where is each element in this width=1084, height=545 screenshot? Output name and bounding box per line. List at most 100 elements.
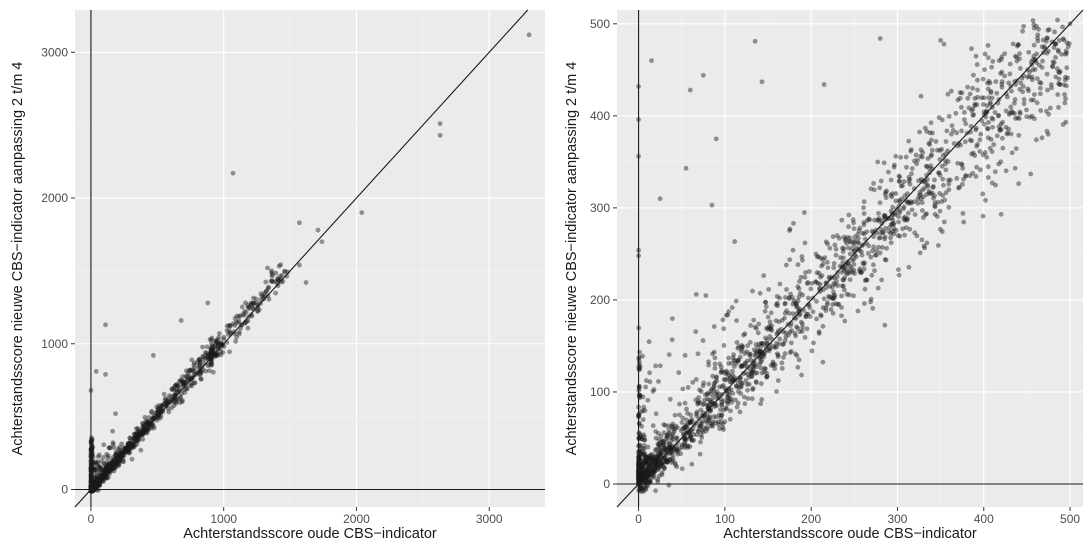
data-point: [150, 420, 155, 426]
data-point: [93, 483, 98, 488]
data-point: [717, 426, 723, 432]
data-point: [795, 325, 801, 331]
data-point: [835, 302, 841, 307]
data-point: [996, 58, 1002, 64]
data-point: [1017, 51, 1022, 57]
data-point: [670, 455, 676, 461]
data-point: [105, 463, 110, 469]
data-point: [91, 485, 97, 491]
data-point: [860, 230, 866, 236]
data-point: [823, 305, 829, 311]
data-point: [636, 421, 642, 427]
data-point: [896, 214, 901, 220]
data-point: [651, 458, 657, 464]
data-point: [706, 418, 712, 423]
data-point: [783, 330, 789, 336]
data-point: [656, 437, 662, 443]
data-point: [683, 427, 688, 433]
outlier-point: [296, 220, 302, 226]
data-point: [637, 452, 643, 458]
data-point: [935, 147, 940, 153]
data-point: [94, 478, 100, 484]
data-point: [726, 392, 732, 398]
data-point: [882, 257, 888, 262]
data-point: [208, 350, 214, 355]
data-point: [100, 478, 106, 484]
data-point: [173, 401, 179, 406]
data-point: [669, 433, 675, 439]
data-point: [904, 217, 910, 223]
data-point: [236, 331, 242, 337]
data-point: [110, 428, 116, 434]
y-tick-label: 500: [590, 17, 610, 31]
data-point: [733, 383, 739, 389]
data-point: [707, 416, 713, 422]
data-point: [236, 314, 242, 319]
data-point: [249, 302, 255, 308]
data-point: [992, 110, 998, 115]
data-point: [911, 186, 917, 191]
data-point: [782, 300, 788, 306]
data-point: [950, 128, 956, 133]
data-point: [933, 139, 939, 144]
data-point: [259, 293, 265, 299]
data-point: [159, 403, 164, 409]
data-point: [881, 160, 887, 166]
data-point: [639, 472, 645, 477]
data-point: [748, 351, 753, 357]
data-point: [208, 360, 214, 366]
data-point: [102, 461, 107, 467]
data-point: [94, 482, 100, 487]
data-point: [746, 374, 752, 380]
data-point: [653, 447, 659, 452]
data-point: [798, 274, 804, 280]
data-point: [672, 412, 678, 418]
data-point: [689, 437, 695, 443]
data-point: [682, 437, 688, 442]
data-point: [175, 383, 181, 389]
data-point: [97, 470, 102, 475]
data-point: [870, 305, 876, 311]
data-point: [767, 346, 773, 352]
data-point: [205, 354, 211, 360]
data-point: [981, 95, 987, 101]
data-point: [767, 334, 773, 339]
data-point: [755, 344, 761, 350]
data-point: [151, 423, 156, 429]
data-point: [180, 381, 186, 386]
data-point: [663, 457, 669, 463]
data-point: [99, 474, 105, 479]
data-point: [911, 199, 917, 205]
data-point: [221, 336, 227, 342]
data-point: [177, 400, 183, 406]
data-point: [132, 435, 137, 441]
data-point: [881, 213, 887, 218]
data-point: [781, 341, 786, 347]
data-point: [783, 262, 789, 268]
data-point: [150, 415, 155, 421]
data-point: [1044, 128, 1050, 134]
data-point: [818, 255, 824, 261]
data-point: [962, 139, 968, 145]
data-point: [857, 225, 863, 231]
data-point: [661, 455, 667, 461]
data-point: [917, 129, 922, 135]
data-point: [638, 489, 644, 495]
data-point: [1015, 115, 1021, 121]
y-tick-label: 200: [590, 293, 610, 307]
data-point: [721, 343, 727, 348]
data-point: [209, 350, 215, 356]
data-point: [738, 349, 744, 354]
data-point: [840, 249, 846, 255]
data-point: [719, 384, 725, 389]
data-point: [178, 394, 183, 400]
data-point: [204, 344, 210, 350]
data-point: [706, 415, 711, 421]
data-point: [703, 428, 709, 434]
data-point: [796, 286, 802, 291]
outlier-point: [265, 265, 270, 271]
data-point: [95, 459, 101, 465]
data-point: [110, 440, 116, 446]
data-point: [109, 458, 115, 463]
data-point: [752, 370, 758, 376]
